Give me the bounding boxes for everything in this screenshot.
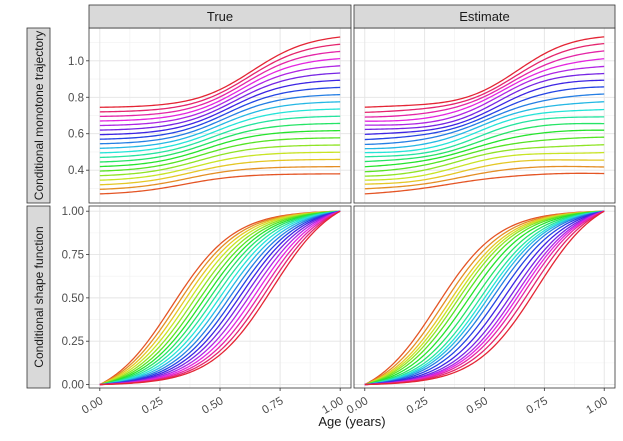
series-line-11 [99,101,341,149]
series-line-20 [99,36,341,108]
row-strip-background [26,27,51,204]
series-line-12 [364,210,605,386]
series-line-8 [99,122,341,163]
x-tick-label: 0.25 [140,395,165,417]
series-line-10 [364,108,605,154]
series-line-6 [99,137,341,172]
series-line-7 [99,210,341,386]
series-line-8 [99,210,341,386]
series-line-14 [364,79,605,136]
series-line-15 [99,72,341,131]
series-line-14 [364,210,605,386]
series-line-2 [364,165,605,190]
series-line-5 [364,144,605,177]
series-line-20 [364,36,605,108]
series-line-11 [99,210,341,386]
facet-panel-trajectory-estimate [353,27,616,204]
x-tick-label: 0.50 [200,395,225,417]
series-line-8 [364,210,605,386]
series-line-12 [364,93,605,146]
row-strip-label: Conditional shape function [32,226,46,367]
x-axis-title: Age (years) [318,414,385,429]
y-tick-label: 1.0 [68,56,84,68]
series-line-11 [364,101,605,150]
series-line-13 [364,86,605,141]
series-line-17 [99,57,341,122]
x-tick-label: 0.25 [405,395,430,417]
facet-panel-shape-estimate [353,205,616,389]
series-line-15 [364,72,605,131]
series-line-10 [364,210,605,386]
series-line-9 [364,116,605,158]
facet-strip-background [353,4,616,29]
row-strip-label: Conditional monotone trajectory [32,31,46,200]
series-line-13 [99,86,341,140]
series-line-5 [99,144,341,177]
series-line-16 [364,65,605,126]
x-tick-label: 0.75 [524,395,549,417]
facet-strip-label: Estimate [459,9,510,24]
facet-panel-trajectory-true [88,27,352,204]
series-line-4 [364,151,605,181]
series-line-2 [99,165,341,190]
series-line-7 [99,129,341,168]
series-line-3 [99,158,341,186]
series-line-3 [364,159,605,185]
series-line-7 [364,210,605,386]
series-line-18 [99,50,341,118]
series-line-6 [99,210,341,386]
series-line-5 [99,210,341,386]
y-tick-label: 0.00 [62,380,84,392]
series-line-13 [99,210,341,386]
series-line-9 [99,210,341,386]
series-line-12 [99,93,341,145]
series-line-6 [364,210,605,386]
series-line-10 [99,108,341,154]
series-line-7 [364,129,605,168]
y-tick-label: 0.50 [62,293,84,305]
x-tick-label: 0.75 [260,395,285,417]
series-line-16 [99,65,341,127]
series-line-12 [99,210,341,386]
series-line-14 [99,210,341,386]
facet-strip-background [88,4,352,29]
facet-strip-label: True [207,9,233,24]
series-line-11 [364,210,605,386]
facet-panel-shape-true [88,205,352,389]
series-line-4 [99,151,341,181]
series-line-9 [364,210,605,386]
series-line-18 [364,50,605,118]
x-tick-label: 0.50 [465,395,490,417]
series-line-20 [99,210,341,386]
y-tick-label: 0.8 [68,92,84,104]
series-line-14 [99,79,341,136]
y-tick-label: 0.4 [68,165,85,177]
row-strip-background [26,205,51,389]
series-line-6 [364,136,605,173]
series-line-13 [364,210,605,386]
y-tick-label: 0.75 [62,250,84,262]
series-line-19 [364,42,605,113]
series-line-9 [99,115,341,159]
series-line-19 [99,43,341,113]
series-line-8 [364,122,605,163]
y-tick-label: 1.00 [62,206,84,218]
series-line-20 [364,210,605,386]
y-tick-label: 0.6 [68,129,84,141]
x-tick-label: 0.00 [80,395,105,417]
series-line-17 [364,58,605,122]
series-line-1 [99,173,341,195]
series-line-10 [99,210,341,386]
series-line-1 [364,172,605,195]
y-tick-label: 0.25 [62,336,84,348]
x-tick-label: 1.00 [584,395,609,417]
